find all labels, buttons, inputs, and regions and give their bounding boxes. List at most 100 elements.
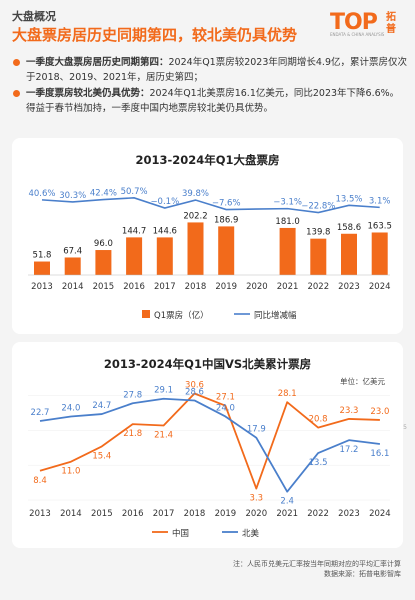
yoy-label: −22.8% — [301, 202, 335, 212]
china-value-label: 15.4 — [92, 451, 111, 461]
chart-title: 2013-2024年Q1中国VS北美累计票房 — [103, 357, 312, 371]
bar-value-label: 144.6 — [153, 226, 177, 236]
logo-cn: 拓普 — [386, 12, 396, 35]
logo-sub: ENDATA & CHINA ANALYSIS — [330, 32, 385, 37]
bar-value-label: 144.7 — [122, 226, 146, 236]
section-label: 大盘概况 — [12, 10, 56, 23]
yoy-label: 42.4% — [90, 189, 117, 199]
box-office-bar — [341, 233, 357, 275]
x-tick-label: 2015 — [93, 282, 115, 292]
chart-card-china-vs-na: 2013-2024年Q1中国VS北美累计票房 单位：亿美元 8.4 11.0 15.… — [12, 342, 403, 548]
bullet-item: 一季度大盘票房居历史同期第四：2024年Q1票房较2023年同期增长4.9亿，累… — [12, 55, 407, 85]
x-tick-label: 2018 — [184, 509, 206, 519]
china-value-label: 28.1 — [278, 389, 297, 399]
chart-card-box-office: 2013-2024年Q1大盘票房 40.6% 30.3% 42.4% 50.7% −0.… — [12, 138, 403, 334]
x-tick-label: 2023 — [338, 282, 360, 292]
legend-line-label: 同比增减幅 — [254, 310, 297, 321]
na-value-label: 28.6 — [185, 387, 204, 397]
china-value-label: 23.0 — [370, 407, 389, 417]
na-value-label: 24.0 — [216, 403, 235, 413]
x-tick-label: 2013 — [29, 509, 51, 519]
x-tick-label: 2017 — [154, 282, 176, 292]
china-value-label: 21.4 — [154, 431, 173, 441]
bar-value-label: 67.4 — [63, 246, 82, 256]
yoy-label: −3.1% — [273, 198, 302, 208]
x-tick-label: 2014 — [62, 282, 84, 292]
na-value-label: 2.4 — [280, 497, 294, 507]
x-tick-label: 2022 — [307, 282, 329, 292]
bar-value-label: 202.2 — [183, 211, 207, 221]
box-office-bar — [218, 226, 235, 275]
legend-bar-swatch — [142, 310, 150, 318]
na-value-label: 29.1 — [154, 386, 173, 396]
china-value-label: 3.3 — [250, 494, 264, 504]
yoy-label: 39.8% — [182, 189, 209, 199]
page-title: 大盘票房居历史同期第四，较北美仍具优势 — [12, 26, 298, 44]
footnote-note: 注：人民币兑美元汇率按当年同期对应的平均汇率计算 — [233, 560, 401, 568]
box-office-bar — [156, 237, 173, 275]
x-tick-label: 2019 — [215, 509, 237, 519]
bar-value-label: 51.8 — [33, 251, 52, 261]
china-value-label: 27.1 — [216, 393, 235, 403]
bullet-dot-icon — [13, 59, 20, 66]
china-series-line — [39, 392, 380, 490]
box-office-bar — [34, 261, 50, 275]
na-value-label: 22.7 — [31, 408, 50, 418]
china-value-label: 11.0 — [61, 467, 80, 477]
x-tick-label: 2023 — [338, 509, 360, 519]
bar-value-label: 96.0 — [94, 239, 113, 249]
legend-china-label: 中国 — [172, 528, 189, 539]
na-value-label: 27.8 — [123, 390, 142, 400]
logo: TOP 拓普 ENDATA & CHINA ANALYSIS — [330, 10, 410, 40]
footnote: 注：人民币兑美元汇率按当年同期对应的平均汇率计算 数据来源：拓普电影智库 — [233, 559, 401, 579]
bar-value-label: 158.6 — [337, 223, 361, 233]
x-tick-label: 2020 — [245, 509, 267, 519]
bullet-text: 2024年Q1北美票房16.1亿美元，同比2023年下降6.6%。得益于春节档加… — [26, 88, 400, 114]
x-tick-label: 2022 — [307, 509, 329, 519]
yoy-label: 30.3% — [59, 191, 86, 201]
bar-value-label: 139.8 — [306, 228, 330, 238]
summary-bullets: 一季度大盘票房居历史同期第四：2024年Q1票房较2023年同期增长4.9亿，累… — [12, 55, 407, 117]
bullet-heading: 一季度大盘票房居历史同期第四： — [26, 57, 169, 68]
yoy-label: 40.6% — [28, 189, 55, 199]
x-tick-label: 2019 — [215, 282, 237, 292]
box-office-bar — [64, 257, 81, 275]
na-value-label: 13.5 — [309, 458, 328, 468]
unit-label: 单位：亿美元 — [340, 377, 385, 386]
yoy-label: −7.6% — [212, 199, 241, 209]
page-number: 5 — [403, 424, 407, 431]
x-tick-label: 2013 — [31, 282, 53, 292]
logo-text: TOP — [330, 10, 378, 35]
na-series-line — [39, 397, 381, 493]
yoy-line — [41, 197, 380, 214]
legend-na-label: 北美 — [242, 528, 260, 539]
na-value-label: 17.2 — [340, 445, 359, 455]
na-value-label: 24.7 — [92, 401, 111, 411]
bullet-item: 一季度票房较北美仍具优势：2024年Q1北美票房16.1亿美元，同比2023年下… — [12, 86, 407, 116]
yoy-label: −0.1% — [150, 197, 179, 207]
box-office-bar — [126, 237, 143, 275]
bullet-dot-icon — [13, 90, 20, 97]
box-office-bar — [95, 250, 112, 275]
bullet-heading: 一季度票房较北美仍具优势： — [26, 88, 150, 99]
chart-title: 2013-2024年Q1大盘票房 — [135, 153, 280, 167]
na-value-label: 24.0 — [61, 403, 80, 413]
footnote-source: 数据来源：拓普电影智库 — [324, 570, 401, 578]
china-value-label: 21.8 — [123, 429, 142, 439]
x-tick-label: 2021 — [277, 282, 299, 292]
x-tick-label: 2014 — [60, 509, 82, 519]
box-office-bar — [310, 238, 327, 275]
box-office-chart: 40.6% 30.3% 42.4% 50.7%−0.1%39.8%−7.6% −3.1%… — [28, 187, 392, 321]
bar-value-label: 186.9 — [214, 215, 238, 225]
x-tick-label: 2021 — [276, 509, 298, 519]
x-tick-label: 2016 — [123, 282, 145, 292]
x-tick-label: 2024 — [369, 509, 391, 519]
china-vs-na-chart: 8.4 11.0 15.4 21.8 21.4 30.6 27.1 3.3 28.1 20.8 23… — [28, 381, 391, 539]
china-value-label: 30.6 — [185, 381, 204, 391]
bar-value-label: 181.0 — [275, 217, 299, 227]
box-office-bar — [187, 222, 204, 275]
bar-value-label: 163.5 — [368, 221, 392, 231]
x-tick-label: 2024 — [369, 282, 391, 292]
x-tick-label: 2018 — [185, 282, 207, 292]
china-value-label: 8.4 — [33, 476, 47, 486]
